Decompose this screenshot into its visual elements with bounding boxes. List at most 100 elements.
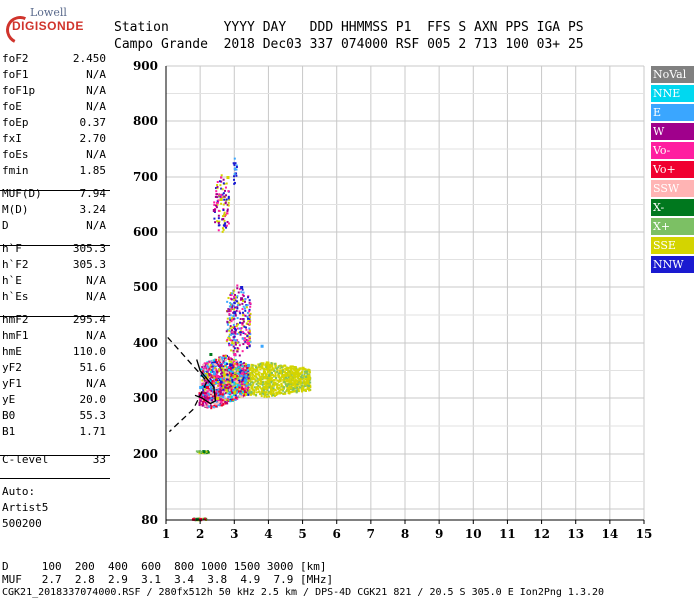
echo-point bbox=[204, 450, 207, 453]
header-values: Campo Grande 2018 Dec03 337 074000 RSF 0… bbox=[114, 37, 584, 52]
echo-point bbox=[219, 391, 222, 394]
echo-point bbox=[264, 370, 267, 373]
echo-point bbox=[261, 392, 264, 395]
echo-point bbox=[238, 385, 241, 388]
echo-point bbox=[274, 366, 277, 369]
echo-point bbox=[226, 220, 229, 223]
x-tick-label: 13 bbox=[567, 527, 584, 541]
echo-point bbox=[222, 365, 225, 368]
echo-point bbox=[272, 387, 275, 390]
echo-point bbox=[256, 368, 259, 371]
echo-point bbox=[231, 398, 234, 401]
echo-point bbox=[229, 310, 232, 313]
echo-point bbox=[275, 391, 278, 394]
echo-point bbox=[266, 389, 269, 392]
echo-point bbox=[228, 343, 231, 346]
echo-point bbox=[247, 373, 250, 376]
echo-point bbox=[220, 399, 223, 402]
echo-point bbox=[230, 298, 233, 301]
echo-point bbox=[300, 376, 303, 379]
echo-point bbox=[249, 316, 252, 319]
series-point-nnw bbox=[219, 380, 223, 384]
echo-point bbox=[292, 368, 295, 371]
echo-point bbox=[202, 389, 205, 392]
echo-point bbox=[296, 381, 299, 384]
echo-point bbox=[291, 387, 294, 390]
echo-point bbox=[248, 332, 251, 335]
echo-point bbox=[283, 374, 286, 377]
echo-point bbox=[265, 368, 268, 371]
echo-point bbox=[271, 362, 274, 365]
echo-point bbox=[225, 376, 228, 379]
echo-point bbox=[229, 308, 232, 311]
echo-point bbox=[204, 374, 207, 377]
echo-point bbox=[249, 393, 252, 396]
echo-point bbox=[209, 365, 212, 368]
echo-point bbox=[289, 387, 292, 390]
echo-point bbox=[253, 375, 256, 378]
echo-point bbox=[200, 368, 203, 371]
echo-point bbox=[231, 341, 234, 344]
echo-point bbox=[289, 391, 292, 394]
echo-point bbox=[301, 374, 304, 377]
echo-point bbox=[259, 376, 262, 379]
echo-point bbox=[303, 382, 306, 385]
y-tick-label: 700 bbox=[133, 170, 158, 184]
echo-point bbox=[280, 391, 283, 394]
echo-point bbox=[207, 366, 210, 369]
series-point-sse bbox=[233, 391, 237, 395]
echo-point bbox=[239, 371, 242, 374]
echo-point bbox=[208, 367, 211, 370]
echo-point bbox=[302, 380, 305, 383]
echo-point bbox=[236, 332, 239, 335]
param-name: foF1 bbox=[2, 68, 29, 81]
echo-point bbox=[248, 314, 251, 317]
param-name: B0 bbox=[2, 409, 16, 422]
echo-point bbox=[211, 399, 214, 402]
param-value: 33 bbox=[92, 453, 106, 466]
echo-point bbox=[227, 190, 230, 193]
echo-point bbox=[236, 350, 239, 353]
echo-point bbox=[223, 198, 226, 201]
echo-point bbox=[217, 217, 220, 220]
echo-point bbox=[286, 384, 289, 387]
echo-point bbox=[239, 377, 242, 380]
echo-point bbox=[235, 165, 238, 168]
echo-point bbox=[238, 321, 241, 324]
echo-point bbox=[225, 371, 228, 374]
echo-point bbox=[232, 367, 235, 370]
echo-point bbox=[204, 373, 207, 376]
echo-point bbox=[240, 362, 243, 365]
echo-point bbox=[291, 390, 294, 393]
echo-point bbox=[235, 363, 238, 366]
echo-point bbox=[253, 368, 256, 371]
echo-point bbox=[209, 400, 212, 403]
echo-point bbox=[265, 391, 268, 394]
echo-point bbox=[223, 361, 226, 364]
echo-point bbox=[234, 314, 237, 317]
echo-point bbox=[228, 338, 231, 341]
echo-point bbox=[299, 386, 302, 389]
echo-point bbox=[234, 382, 237, 385]
echo-point bbox=[224, 379, 227, 382]
echo-point bbox=[278, 386, 281, 389]
echo-point bbox=[235, 325, 238, 328]
echo-point bbox=[220, 202, 223, 205]
echo-point bbox=[259, 380, 262, 383]
x-tick-label: 4 bbox=[264, 527, 272, 541]
echo-point bbox=[295, 375, 298, 378]
echo-point bbox=[223, 357, 226, 360]
param-row: foF2 2.450 bbox=[2, 51, 106, 67]
echo-point bbox=[247, 295, 250, 298]
echo-point bbox=[230, 372, 233, 375]
echo-point bbox=[215, 389, 218, 392]
legend-item-x: X+ bbox=[651, 218, 694, 235]
echo-point bbox=[260, 382, 263, 385]
legend-item-vo: Vo- bbox=[651, 142, 694, 159]
echo-point bbox=[245, 306, 248, 309]
echo-point bbox=[229, 325, 232, 328]
echo-point bbox=[211, 369, 214, 372]
echo-point bbox=[285, 366, 288, 369]
echo-point bbox=[233, 302, 236, 305]
echo-point bbox=[244, 300, 247, 303]
